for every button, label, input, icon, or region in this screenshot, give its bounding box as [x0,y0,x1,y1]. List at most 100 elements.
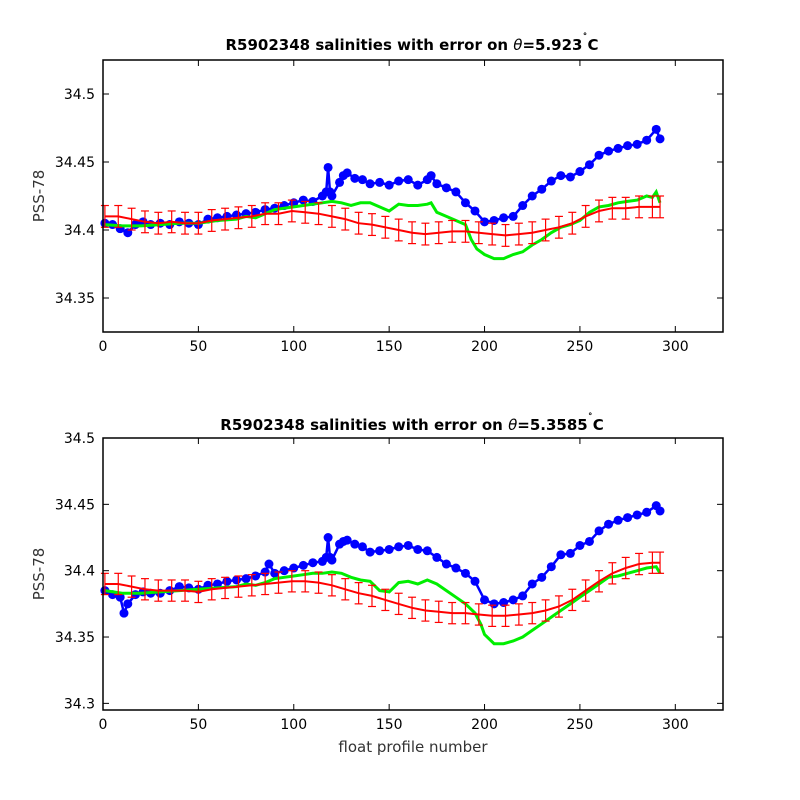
top-chart-data-point [394,176,404,186]
top-chart-data-point [365,179,375,189]
bottom-chart-x-tick-label: 300 [662,717,689,733]
top-chart-data-point [323,162,333,172]
bottom-chart-data-point [119,608,129,618]
bottom-chart-data-point [403,540,413,550]
bottom-chart-frame [102,437,724,711]
top-chart-y-tick-label: 34.4 [64,223,95,239]
bottom-chart-x-tick-label: 0 [99,717,108,733]
bottom-chart-x-tick-label: 200 [471,717,498,733]
bottom-chart-data-point [594,526,604,536]
bottom-chart-data-point [174,582,184,592]
top-chart-data-point [632,139,642,149]
top-chart-x-tick-label: 150 [376,339,403,355]
top-chart-series-line [104,188,662,261]
bottom-chart-data-point [270,568,280,578]
bottom-chart-data-point [264,559,274,569]
top-chart-y-tick-label: 34.35 [55,291,95,307]
top-chart-data-point [426,171,436,181]
top-chart-x-tick-label: 300 [662,339,689,355]
top-chart-data-point [375,177,385,187]
top-chart-data-point [565,172,575,182]
bottom-chart-x-tick-label: 150 [376,717,403,733]
top-chart-data-point [584,160,594,170]
bottom-chart-data-point [546,562,556,572]
bottom-chart-data-point [394,542,404,552]
top-chart-data-point [327,191,337,201]
top-chart-x-tick-label: 250 [567,339,594,355]
bottom-chart-x-tick-label: 250 [567,717,594,733]
bottom-chart-y-axis-label: PSS-78 [30,548,48,601]
bottom-chart-data-point [470,576,480,586]
bottom-chart-data-point [308,558,318,568]
top-chart-y-tick-label: 34.45 [55,155,95,171]
bottom-chart-data-point [565,548,575,558]
bottom-chart-data-point [422,546,432,556]
bottom-chart-y-tick-label: 34.4 [64,564,95,580]
bottom-chart-data-point [432,552,442,562]
top-chart-x-tick-label: 200 [471,339,498,355]
bottom-chart-data-point [480,595,490,605]
top-chart-data-point [480,217,490,227]
top-chart-x-tick-label: 0 [99,339,108,355]
top-chart-data-point [642,135,652,145]
bottom-chart-data-point [489,599,499,609]
top-chart-data-point [508,211,518,221]
bottom-chart-data-point [584,536,594,546]
top-chart-series-1 [104,188,662,261]
bottom-chart-data-point [241,574,251,584]
bottom-chart-data-point [350,539,360,549]
top-chart-data-point [518,201,528,211]
top-chart-data-point [556,171,566,181]
bottom-chart-data-point [123,599,133,609]
bottom-chart-data-point [279,566,289,576]
top-chart-data-point [403,175,413,185]
top-chart-data-point [357,175,367,185]
top-chart-data-point [432,179,442,189]
bottom-chart-data-point [623,513,633,523]
top-chart-data-point [499,213,509,223]
top-chart-y-axis-label: PSS-78 [30,170,48,223]
bottom-chart-data-point [655,506,665,516]
bottom-chart-x-tick-label: 50 [189,717,207,733]
top-chart-frame [102,59,724,333]
top-chart-data-point [594,150,604,160]
top-chart-series-2 [100,195,665,247]
bottom-chart-y-tick-label: 34.35 [55,630,95,646]
top-chart-data-point [350,173,360,183]
top-chart-x-tick-label: 100 [280,339,307,355]
top-chart-data-point [613,143,623,153]
bottom-chart-data-point [460,568,470,578]
top-chart-data-point [575,167,585,177]
bottom-chart-data-point [632,510,642,520]
top-chart-data-point [451,187,461,197]
bottom-chart-series-1 [104,565,662,646]
top-chart-data-point [623,141,633,151]
top-chart-title: R5902348 salinities with error on θ=5.92… [225,32,598,54]
top-chart-y-tick-label: 34.5 [64,87,95,103]
bottom-chart-data-point [441,559,451,569]
top-chart-data-point [460,198,470,208]
bottom-chart-data-point [518,591,528,601]
top-chart-data-point [441,183,451,193]
bottom-chart-data-point [451,563,461,573]
top-chart-data-point [537,184,547,194]
top-chart-data-point [604,146,614,156]
bottom-chart-data-point [212,579,222,589]
top-chart-data-point [651,124,661,134]
top-chart-data-point [527,191,537,201]
bottom-chart-data-point [323,533,333,543]
bottom-chart-data-point [537,572,547,582]
bottom-chart-data-point [613,515,623,525]
bottom-chart-y-tick-label: 34.5 [64,431,95,447]
top-chart-data-point [298,195,308,205]
bottom-chart-data-point [604,519,614,529]
top-chart-data-point [335,177,345,187]
top-chart-x-tick-label: 50 [189,339,207,355]
bottom-chart-data-point [508,595,518,605]
bottom-chart-data-point [327,555,337,565]
top-chart-data-point [342,168,352,178]
top-chart-data-point [546,176,556,186]
top-chart-data-point [655,134,665,144]
bottom-chart-x-tick-label: 100 [280,717,307,733]
bottom-chart-data-point [251,571,261,581]
